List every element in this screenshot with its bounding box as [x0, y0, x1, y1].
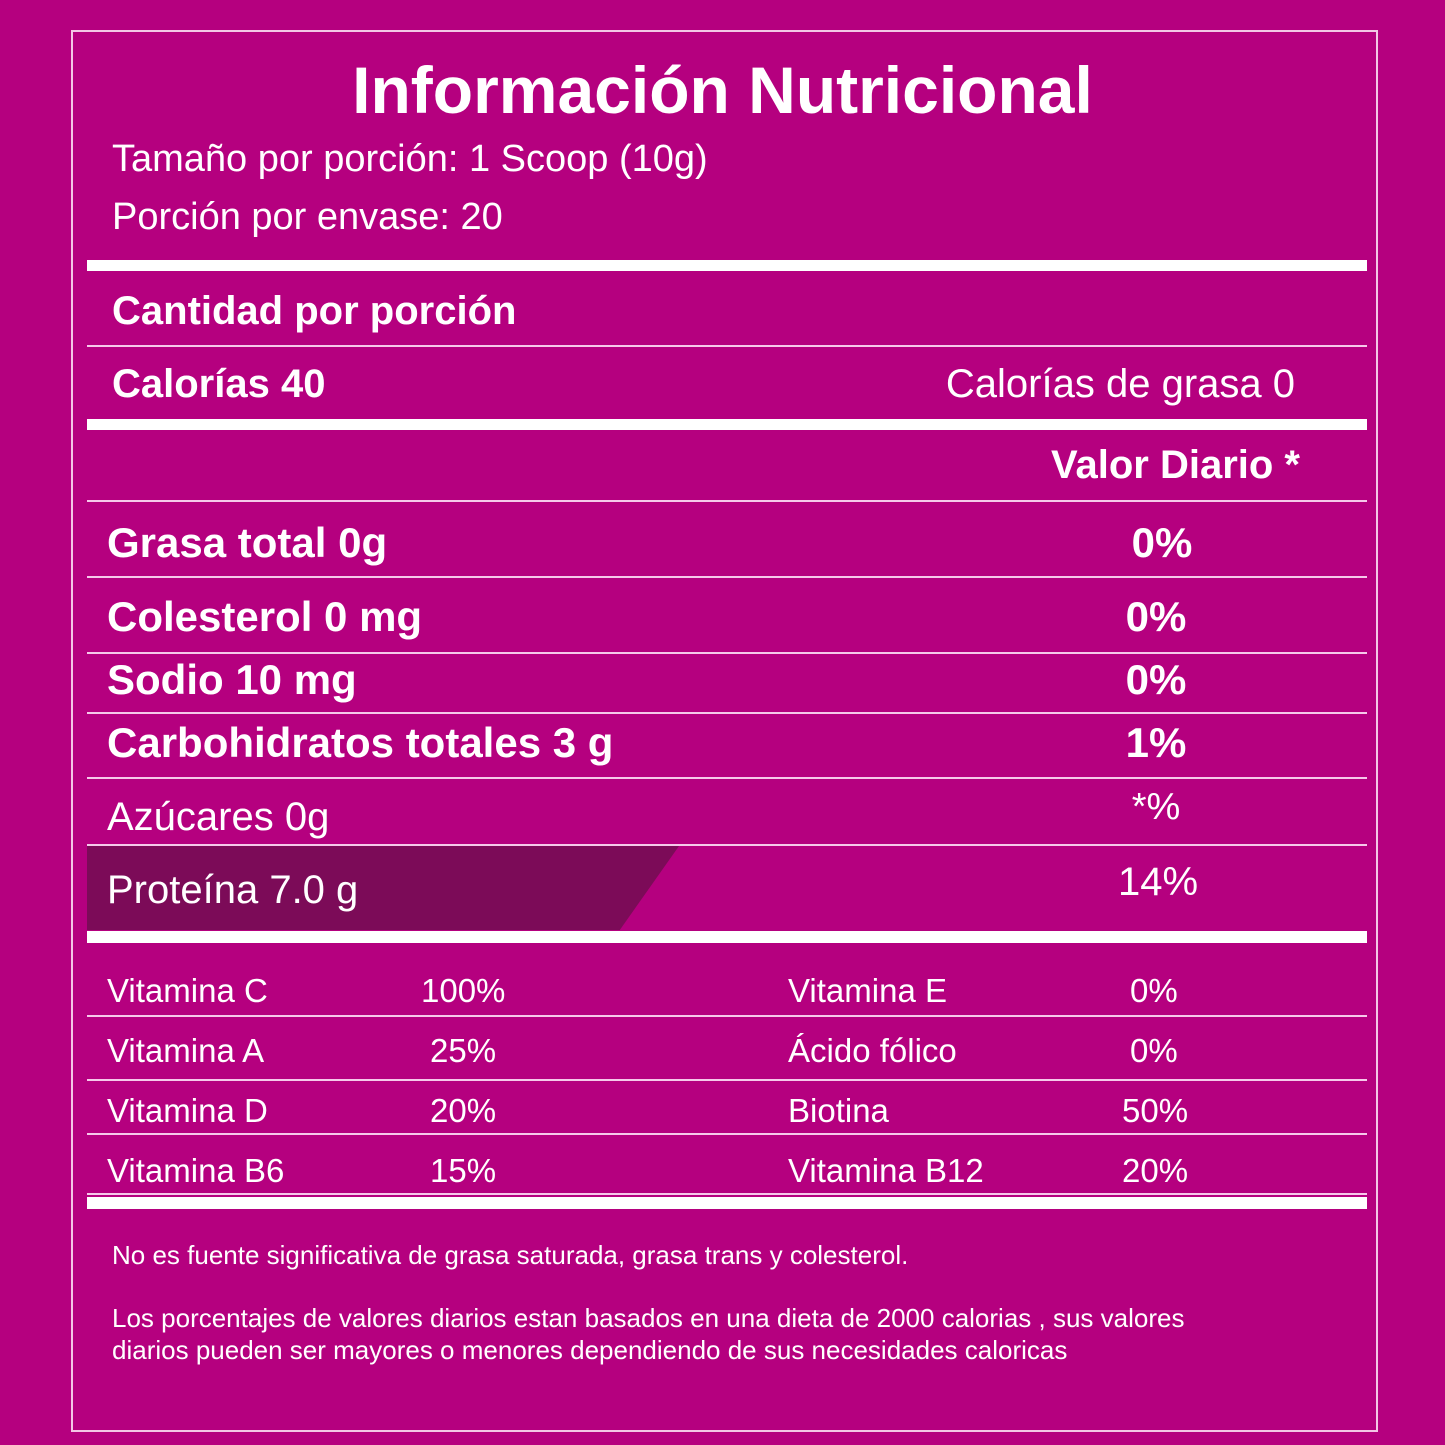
- footnote-daily-values-line1: Los porcentajes de valores diarios estan…: [112, 1303, 1185, 1333]
- thick-divider: [87, 419, 1367, 430]
- calories-from-fat: Calorías de grasa 0: [945, 362, 1295, 406]
- nutrient-dv-sodium: 0%: [1125, 656, 1187, 703]
- nutrient-dv-carbohydrates: 1%: [1125, 719, 1187, 766]
- servings-per-container: Porción por envase: 20: [112, 196, 503, 238]
- nutrient-dv-cholesterol: 0%: [1125, 593, 1187, 640]
- divider: [87, 712, 1367, 714]
- calories: Calorías 40: [112, 362, 326, 406]
- vitamin-name: Vitamina A: [107, 1032, 265, 1069]
- serving-size: Tamaño por porción: 1 Scoop (10g): [112, 138, 708, 180]
- vitamin-pct: 0%: [1130, 1032, 1178, 1069]
- vitamin-name: Vitamina E: [788, 972, 947, 1009]
- nutrient-label-total-fat: Grasa total 0g: [107, 519, 388, 566]
- vitamin-name: Vitamina D: [107, 1092, 268, 1129]
- vitamin-pct: 100%: [421, 972, 506, 1009]
- amount-per-serving: Cantidad por porción: [112, 289, 517, 333]
- vitamin-pct: 0%: [1130, 972, 1178, 1009]
- divider: [87, 1015, 1367, 1017]
- vitamin-pct: 25%: [430, 1032, 497, 1069]
- nutrient-label-sodium: Sodio 10 mg: [107, 656, 357, 703]
- label-frame: [71, 30, 1378, 1432]
- footnote-fat: No es fuente significativa de grasa satu…: [112, 1240, 909, 1270]
- vitamin-name: Vitamina B6: [107, 1152, 285, 1189]
- divider: [87, 652, 1367, 654]
- nutrient-dv-protein: 14%: [1118, 860, 1199, 904]
- divider: [87, 1079, 1367, 1081]
- nutrient-label-sugars: Azúcares 0g: [107, 795, 330, 839]
- thick-divider: [87, 1197, 1367, 1209]
- vitamin-name: Ácido fólico: [788, 1032, 957, 1069]
- divider: [87, 576, 1367, 578]
- divider: [87, 1193, 1367, 1195]
- label-title: Información Nutricional: [352, 53, 1093, 127]
- thick-divider: [87, 260, 1367, 271]
- divider: [87, 1133, 1367, 1135]
- divider: [87, 500, 1367, 502]
- footnote-daily-values-line2: diarios pueden ser mayores o menores dep…: [112, 1335, 1068, 1365]
- vitamin-pct: 20%: [1122, 1152, 1189, 1189]
- protein-highlight-band: [87, 846, 679, 930]
- vitamin-name: Vitamina B12: [788, 1152, 984, 1189]
- nutrient-dv-total-fat: 0%: [1131, 519, 1193, 566]
- nutrient-label-protein: Proteína 7.0 g: [107, 868, 359, 912]
- vitamin-pct: 15%: [430, 1152, 497, 1189]
- vitamin-name: Vitamina C: [107, 972, 268, 1009]
- vitamin-name: Biotina: [788, 1092, 889, 1129]
- vitamin-pct: 20%: [430, 1092, 497, 1129]
- thick-divider: [87, 931, 1367, 943]
- divider: [87, 777, 1367, 779]
- nutrient-dv-sugars: *%: [1131, 786, 1181, 828]
- vitamin-pct: 50%: [1122, 1092, 1189, 1129]
- nutrient-label-carbohydrates: Carbohidratos totales 3 g: [107, 719, 614, 766]
- nutrient-label-cholesterol: Colesterol 0 mg: [107, 593, 423, 640]
- divider: [87, 844, 1367, 846]
- divider: [87, 345, 1367, 347]
- daily-value-header: Valor Diario *: [1051, 443, 1300, 487]
